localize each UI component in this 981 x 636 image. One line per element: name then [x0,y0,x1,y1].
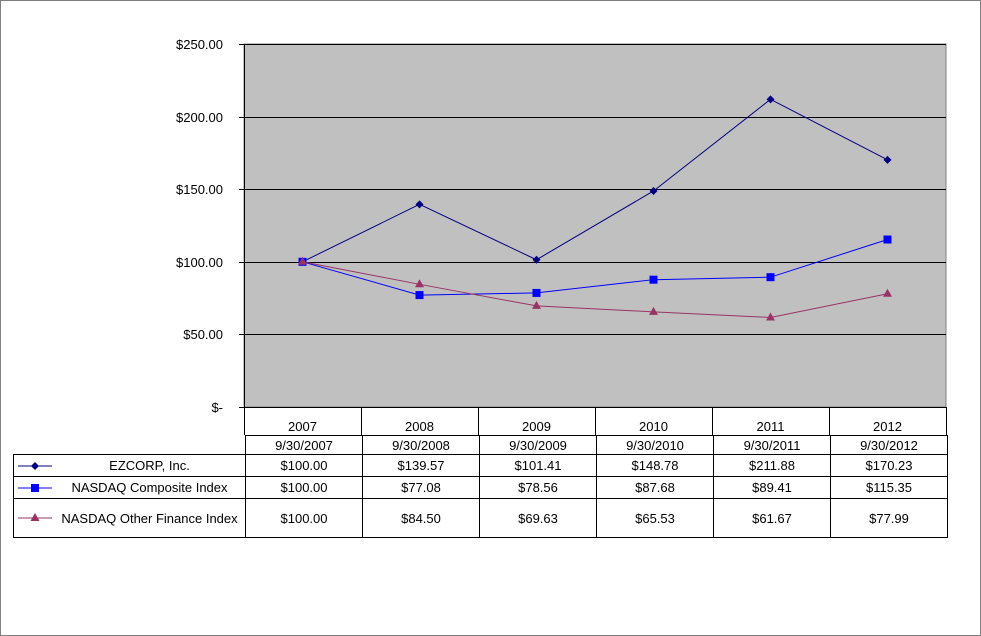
legend-entry-nasdaq-composite: NASDAQ Composite Index [13,476,246,499]
value-cell: $89.41 [713,476,831,499]
date-cell: 9/30/2011 [713,435,831,455]
value-cell: $211.88 [713,454,831,477]
legend-marker-nasdaq-other-finance [18,513,52,521]
value-cell: $100.00 [245,498,363,538]
y-tick-label: $50.00 [183,327,223,342]
x-tick-label: 2010 [639,419,668,434]
y-tick-label: $150.00 [176,182,223,197]
value-cell: $77.08 [362,476,480,499]
value-cell: $100.00 [245,454,363,477]
table-corner [14,436,246,455]
x-tick-label: 2009 [522,419,551,434]
legend-entry-nasdaq-other-finance: NASDAQ Other Finance Index [13,498,246,538]
date-cell: 9/30/2010 [596,435,714,455]
x-tick-label: 2011 [757,419,785,434]
date-cell: 9/30/2012 [830,435,948,455]
legend-entry-ezcorp: EZCORP, Inc. [13,454,246,477]
value-cell: $115.35 [830,476,948,499]
table-row-dates: 9/30/2007 9/30/2008 9/30/2009 9/30/2010 9/30… [14,435,948,455]
x-tick-label: 2007 [288,419,317,434]
data-point-nasdaq-composite [766,273,775,282]
value-cell: $170.23 [830,454,948,477]
value-cell: $148.78 [596,454,714,477]
value-cell: $61.67 [713,498,831,538]
legend-label: EZCORP, Inc. [109,458,190,473]
legend-label: NASDAQ Other Finance Index [61,510,238,526]
date-cell: 9/30/2009 [479,435,597,455]
data-point-nasdaq-other-finance [883,288,892,297]
series-line-nasdaq-other-finance [302,261,888,318]
value-cell: $139.57 [362,454,480,477]
value-cell: $101.41 [479,454,597,477]
value-cell: $69.63 [479,498,597,538]
data-point-nasdaq-other-finance [298,256,307,265]
value-cell: $84.50 [362,498,480,538]
data-table: 9/30/2007 9/30/2008 9/30/2009 9/30/2010 9/30… [13,435,948,538]
value-cell: $100.00 [245,476,363,499]
data-point-nasdaq-other-finance [766,312,775,321]
data-point-ezcorp [415,200,424,209]
y-tick-label: $250.00 [176,37,223,52]
table-row: NASDAQ Other Finance Index $100.00 $84.50 $… [13,498,948,538]
date-cell: 9/30/2008 [362,435,480,455]
table-row: EZCORP, Inc. $100.00 $139.57 $101.41 $148.78… [13,454,948,477]
date-cell: 9/30/2007 [245,435,363,455]
table-row: NASDAQ Composite Index $100.00 $77.08 $78.5… [13,476,948,499]
value-cell: $65.53 [596,498,714,538]
value-cell: $78.56 [479,476,597,499]
data-point-nasdaq-composite [649,275,658,284]
data-point-ezcorp [883,155,892,164]
data-point-nasdaq-other-finance [532,300,541,309]
x-tick-label: 2008 [405,419,434,434]
data-point-nasdaq-other-finance [415,279,424,288]
data-point-ezcorp [766,95,775,104]
data-point-nasdaq-composite [415,291,424,300]
legend-marker-nasdaq-composite [18,483,52,492]
value-cell: $87.68 [596,476,714,499]
y-tick-label: $- [211,400,223,415]
series-line-nasdaq-composite [302,239,888,296]
y-tick-label: $200.00 [176,110,223,125]
data-point-nasdaq-composite [532,288,541,297]
x-tick-label: 2012 [873,419,902,434]
data-point-nasdaq-composite [883,235,892,244]
y-tick-label: $100.00 [176,255,223,270]
value-cell: $77.99 [830,498,948,538]
legend-marker-ezcorp [18,461,52,470]
data-point-nasdaq-other-finance [649,306,658,315]
data-point-ezcorp [649,186,658,195]
legend-label: NASDAQ Composite Index [71,480,228,495]
data-point-ezcorp [532,255,541,264]
series-line-ezcorp [302,98,888,263]
